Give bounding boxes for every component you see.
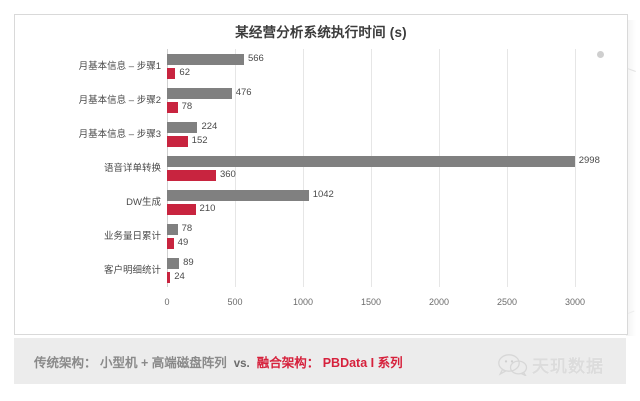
bar-legacy[interactable] xyxy=(167,88,232,99)
bar-group: 89 24 xyxy=(167,255,575,289)
slide-dot-marker xyxy=(597,51,604,58)
value-axis-ticks: 0 500 1000 1500 2000 2500 3000 xyxy=(164,297,585,313)
x-tick-label: 2500 xyxy=(496,297,518,307)
bar-legacy[interactable] xyxy=(167,156,575,167)
bar-group: 78 49 xyxy=(167,221,575,255)
bar-legacy[interactable] xyxy=(167,54,244,65)
footer-modern-architecture: 融合架构： PBData I 系列 xyxy=(256,355,403,370)
x-tick-label: 3000 xyxy=(564,297,586,307)
bar-modern[interactable] xyxy=(167,136,188,147)
bar-group: 1042 210 xyxy=(167,187,575,221)
bar-value-label: 78 xyxy=(181,101,193,112)
footer-legacy-architecture: 传统架构： 小型机 + 高端磁盘阵列 xyxy=(34,355,227,370)
x-tick-label: 500 xyxy=(227,297,243,307)
x-tick-label: 2000 xyxy=(428,297,450,307)
category-label: 语音详单转换 xyxy=(103,163,161,174)
bar-value-label: 2998 xyxy=(578,155,600,166)
bar-value-label: 224 xyxy=(201,121,218,132)
bar-value-label: 566 xyxy=(247,53,264,64)
bar-group: 476 78 xyxy=(167,85,575,119)
category-axis: 月基本信息 – 步骤1 月基本信息 – 步骤2 月基本信息 – 步骤3 语音详单转换 D… xyxy=(23,49,167,287)
x-tick-label: 1500 xyxy=(360,297,382,307)
bar-value-label: 210 xyxy=(199,203,216,214)
gridline-1000 xyxy=(303,49,304,287)
bar-group: 2998 360 xyxy=(167,153,600,187)
footer-caption-band: 传统架构： 小型机 + 高端磁盘阵列 vs. 融合架构： PBData I 系列 xyxy=(14,338,626,384)
value-axis-baseline xyxy=(167,49,168,287)
plot-area: 566 62 476 78 224 152 2998 360 1042 210 78 49 89 24 xyxy=(167,49,600,289)
bar-value-label: 1042 xyxy=(312,189,334,200)
bar-modern[interactable] xyxy=(167,68,176,79)
bar-value-label: 476 xyxy=(235,87,252,98)
category-label: 月基本信息 – 步骤2 xyxy=(78,95,161,106)
bar-legacy[interactable] xyxy=(167,224,178,235)
gridline-3000 xyxy=(575,49,576,287)
footer-vs-label: vs. xyxy=(233,357,250,370)
bar-modern[interactable] xyxy=(167,272,171,283)
bar-value-label: 49 xyxy=(177,237,189,248)
bar-group: 224 152 xyxy=(167,119,575,153)
bar-value-label: 78 xyxy=(181,223,193,234)
chart-card: 某经营分析系统执行时间 (s) 月基本信息 – 步骤1 月基本信息 – 步骤2 月基… xyxy=(14,14,628,335)
category-label: 月基本信息 – 步骤3 xyxy=(78,129,161,140)
gridline-500 xyxy=(235,49,236,287)
bar-modern[interactable] xyxy=(167,170,216,181)
slide-right-edge xyxy=(626,20,636,336)
x-tick-label: 0 xyxy=(164,297,170,307)
chart-title: 某经营分析系统执行时间 (s) xyxy=(235,25,407,40)
category-label: DW生成 xyxy=(126,197,161,208)
bar-value-label: 89 xyxy=(183,257,194,268)
bar-value-label: 152 xyxy=(191,135,208,146)
footer-caption: 传统架构： 小型机 + 高端磁盘阵列 vs. 融合架构： PBData I 系列 xyxy=(14,352,403,371)
bar-legacy[interactable] xyxy=(167,190,309,201)
category-label: 业务量日累计 xyxy=(103,231,161,242)
bar-value-label: 360 xyxy=(219,169,236,180)
category-label: 客户明细统计 xyxy=(103,265,161,276)
chart-plot: 月基本信息 – 步骤1 月基本信息 – 步骤2 月基本信息 – 步骤3 语音详单转换 D… xyxy=(15,49,627,297)
bar-group: 566 62 xyxy=(167,51,575,85)
category-label: 月基本信息 – 步骤1 xyxy=(78,61,161,72)
bar-legacy[interactable] xyxy=(167,258,180,269)
gridline-1500 xyxy=(371,49,372,287)
bar-value-label: 62 xyxy=(179,67,190,78)
bar-modern[interactable] xyxy=(167,238,174,249)
bar-modern[interactable] xyxy=(167,102,178,113)
x-tick-label: 1000 xyxy=(292,297,314,307)
bar-value-label: 24 xyxy=(174,271,185,282)
gridline-2000 xyxy=(439,49,440,287)
gridline-2500 xyxy=(507,49,508,287)
bar-modern[interactable] xyxy=(167,204,196,215)
bar-legacy[interactable] xyxy=(167,122,198,133)
